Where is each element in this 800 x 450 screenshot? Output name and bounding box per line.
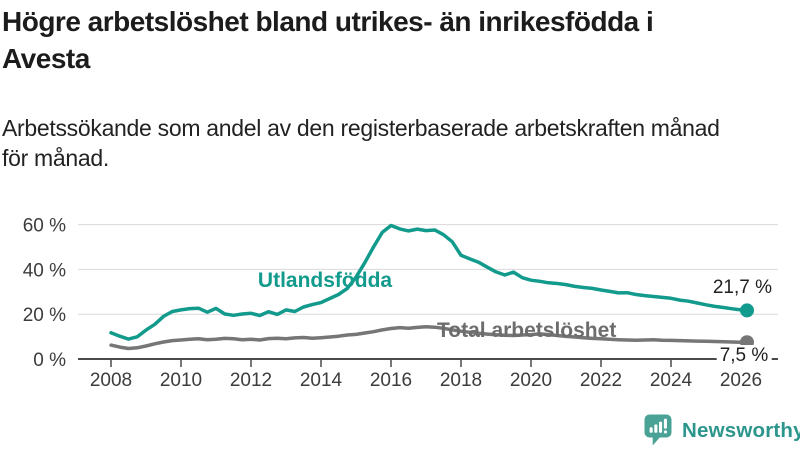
series-line-1 (109, 324, 749, 351)
chart-title: Högre arbetslöshet bland utrikes- än inr… (2, 3, 798, 77)
chart-subtitle: Arbetssökande som andel av den registerb… (2, 113, 798, 173)
end-value-label-utlandsfodda: 21,7 % (712, 277, 772, 298)
x-tick-label-2016: 2016 (370, 370, 412, 391)
chart-subtitle-line2: för månad. (2, 145, 109, 171)
newsworthy-logo[interactable]: Newsworthy (644, 414, 800, 447)
series-end-dot-0 (740, 303, 754, 318)
series-label-utlandsfodda: Utlandsfödda (257, 269, 393, 292)
chart-title-line2: Avesta (2, 43, 90, 74)
chart-title-line1: Högre arbetslöshet bland utrikes- än inr… (2, 6, 654, 37)
x-tick-label-2020: 2020 (510, 370, 552, 391)
gridlines (78, 224, 778, 315)
series-lines (109, 223, 749, 351)
x-tick-label-2018: 2018 (440, 370, 482, 391)
series-end-dots (740, 303, 754, 350)
x-tick-label-2010: 2010 (160, 370, 202, 391)
y-axis-labels: 0 % 20 % 40 % 60 % (23, 216, 66, 371)
newsworthy-wordmark: Newsworthy (682, 418, 800, 442)
y-tick-label-40: 40 % (23, 260, 66, 281)
newsworthy-bubble-chart-icon (644, 414, 672, 446)
x-tick-label-2008: 2008 (90, 370, 132, 391)
series-line-0 (109, 223, 749, 341)
y-tick-label-20: 20 % (23, 305, 66, 326)
y-tick-label-0: 0 % (33, 350, 66, 371)
chart-subtitle-line1: Arbetssökande som andel av den registerb… (2, 115, 720, 141)
x-tick-label-2012: 2012 (230, 370, 272, 391)
x-tick-label-2026: 2026 (720, 370, 762, 391)
x-tick-label-2022: 2022 (580, 370, 622, 391)
axis-ticks (110, 359, 742, 367)
y-tick-label-60: 60 % (23, 216, 66, 237)
end-value-label-total: 7,5 % (716, 345, 772, 367)
x-axis-labels: 2008 2010 2012 2014 2016 2018 2020 2022 2024 2026 (90, 370, 762, 391)
series-label-total-arbetsloshet: Total arbetslöshet (437, 319, 617, 342)
x-tick-label-2014: 2014 (300, 370, 343, 391)
x-tick-label-2024: 2024 (650, 370, 693, 391)
